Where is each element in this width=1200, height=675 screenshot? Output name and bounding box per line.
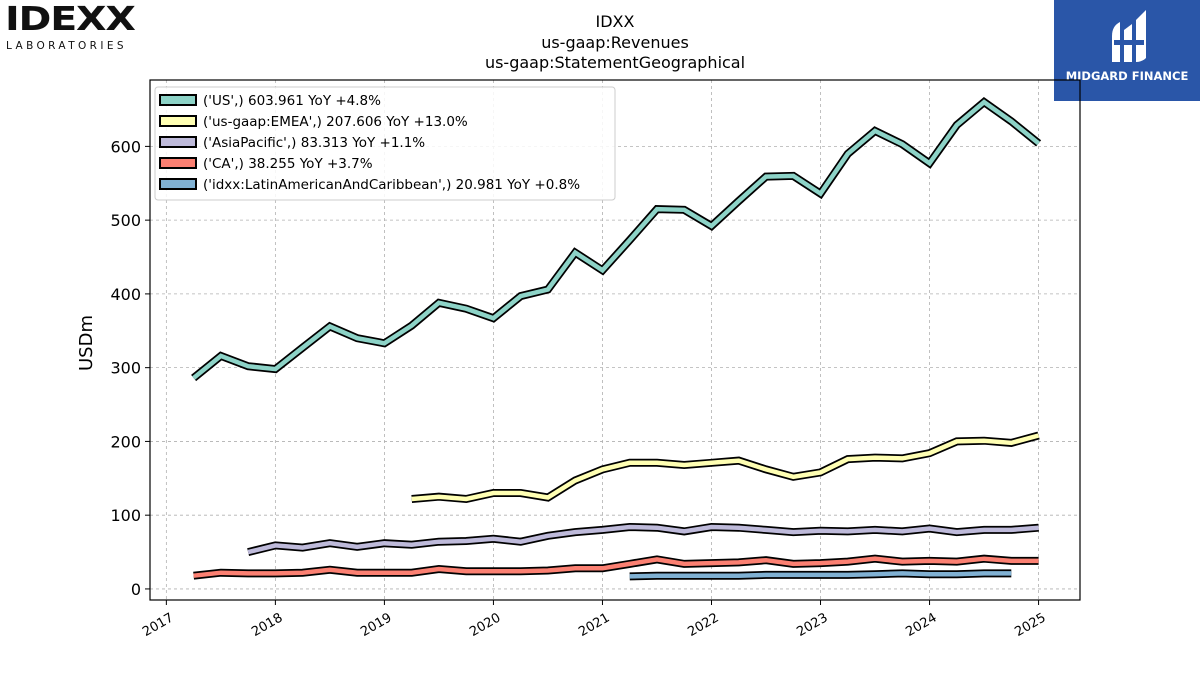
idexx-logo-mark: IDEXX bbox=[5, 0, 136, 38]
series-stroke bbox=[247, 524, 1039, 555]
y-tick-label: 300 bbox=[110, 359, 141, 378]
series-line-2 bbox=[247, 522, 1039, 556]
y-tick-label: 100 bbox=[110, 506, 141, 525]
legend: ('US',) 603.961 YoY +4.8% ('us-gaap:EMEA'… bbox=[154, 86, 616, 201]
y-tick-label: 600 bbox=[110, 137, 141, 156]
chart-title-line-2: us-gaap:Revenues bbox=[541, 33, 689, 52]
series-stroke bbox=[411, 433, 1040, 502]
x-tick-label: 2020 bbox=[467, 610, 503, 640]
idexx-logo-subtitle: LABORATORIES bbox=[6, 40, 127, 52]
y-tick-label: 200 bbox=[110, 432, 141, 451]
legend-entry-label: ('us-gaap:EMEA',) 207.606 YoY +13.0% bbox=[203, 114, 468, 130]
y-tick-label: 500 bbox=[110, 211, 141, 230]
series-stroke bbox=[193, 556, 1039, 578]
series-line-4 bbox=[629, 569, 1012, 581]
y-axis-label: USDm bbox=[76, 315, 97, 371]
x-tick-label: 2025 bbox=[1012, 610, 1048, 640]
legend-entry-label: ('CA',) 38.255 YoY +3.7% bbox=[203, 156, 373, 172]
x-tick-label: 2019 bbox=[358, 610, 394, 640]
legend-entry-label: ('US',) 603.961 YoY +4.8% bbox=[203, 93, 381, 109]
series-layer bbox=[191, 97, 1042, 581]
legend-swatch bbox=[159, 115, 197, 127]
series-stroke bbox=[192, 99, 1041, 380]
x-tick-label: 2023 bbox=[794, 610, 830, 640]
series-stroke bbox=[629, 571, 1012, 579]
y-tick-label: 0 bbox=[131, 580, 141, 599]
series-line-3 bbox=[193, 554, 1039, 580]
x-tick-label: 2018 bbox=[249, 610, 285, 640]
idexx-logo: IDEXX LABORATORIES bbox=[5, 0, 155, 52]
chart-title-block: IDXX us-gaap:Revenues us-gaap:StatementG… bbox=[485, 12, 745, 72]
legend-swatch bbox=[159, 157, 197, 169]
series-line-1 bbox=[411, 431, 1040, 504]
legend-box bbox=[154, 86, 616, 201]
plot-frame bbox=[149, 79, 1081, 601]
legend-swatch bbox=[159, 136, 197, 148]
x-tick-label: 2022 bbox=[685, 610, 721, 640]
legend-entry-label: ('idxx:LatinAmericanAndCaribbean',) 20.9… bbox=[203, 177, 580, 193]
series-line-0 bbox=[191, 97, 1042, 382]
y-tick-label: 400 bbox=[110, 285, 141, 304]
midgard-emblem-icon bbox=[1112, 10, 1146, 62]
midgard-finance-label: MIDGARD FINANCE bbox=[1065, 69, 1189, 83]
x-tick-label: 2024 bbox=[903, 610, 939, 640]
x-tick-label: 2017 bbox=[140, 610, 176, 640]
legend-swatch bbox=[159, 94, 197, 106]
midgard-finance-logo: MIDGARD FINANCE bbox=[1054, 0, 1200, 101]
legend-swatch bbox=[159, 178, 197, 190]
chart-title-line-1: IDXX bbox=[596, 12, 635, 31]
legend-entry-label: ('AsiaPacific',) 83.313 YoY +1.1% bbox=[203, 135, 425, 151]
x-tick-label: 2021 bbox=[576, 610, 612, 640]
chart-title-line-3: us-gaap:StatementGeographical bbox=[485, 53, 745, 72]
